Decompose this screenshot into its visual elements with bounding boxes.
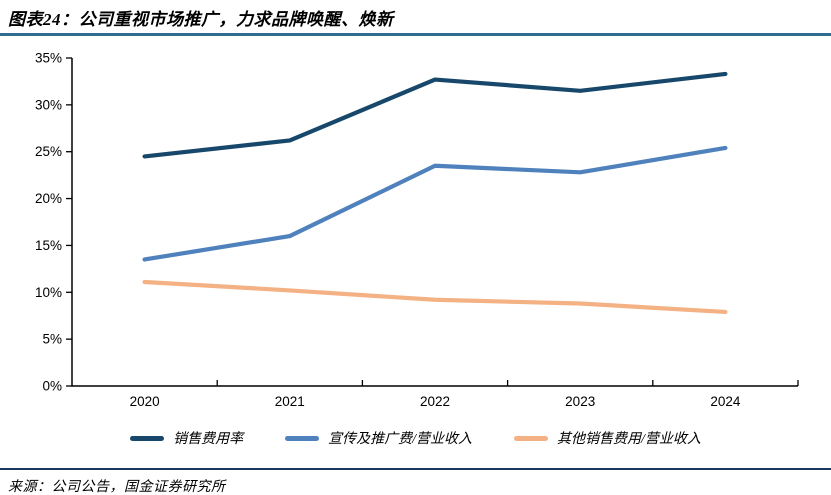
legend-label: 其他销售费用/营业收入 bbox=[557, 432, 701, 447]
footer-divider bbox=[0, 468, 831, 470]
legend-item-sales-expense-ratio: 销售费用率 bbox=[130, 428, 243, 448]
legend-swatch-orange bbox=[514, 435, 548, 441]
legend-item-promo-expense-ratio: 宣传及推广费/营业收入 bbox=[285, 428, 472, 448]
y-tick-label: 30% bbox=[35, 97, 62, 112]
y-tick-label: 5% bbox=[42, 332, 62, 347]
x-tick-label: 2023 bbox=[565, 394, 595, 409]
legend-swatch-blue bbox=[285, 435, 320, 441]
x-tick-label: 2021 bbox=[275, 394, 305, 409]
y-tick-label: 35% bbox=[35, 51, 62, 66]
x-tick-label: 2022 bbox=[420, 394, 450, 409]
x-tick-label: 2024 bbox=[710, 394, 741, 409]
chart-legend: 销售费用率 宣传及推广费/营业收入 其他销售费用/营业收入 bbox=[0, 428, 831, 448]
axes bbox=[71, 58, 798, 387]
legend-label: 宣传及推广费/营业收入 bbox=[328, 432, 472, 447]
x-tick-label: 2020 bbox=[130, 394, 160, 409]
series-line-0 bbox=[142, 71, 728, 159]
series-line-1 bbox=[142, 145, 728, 262]
y-tick-label: 20% bbox=[35, 191, 62, 206]
legend-swatch-navy bbox=[130, 435, 165, 441]
source-note: 来源：公司公告，国金证券研究所 bbox=[8, 480, 226, 495]
series-line-2 bbox=[142, 279, 728, 315]
legend-item-other-expense-ratio: 其他销售费用/营业收入 bbox=[514, 428, 701, 448]
legend-label: 销售费用率 bbox=[173, 432, 244, 447]
line-chart: 0% 5% 10% 15% 20% 25% 30% 35% 2020 2021 2022 2023 20… bbox=[35, 51, 799, 409]
chart-title-bar: 图表24：公司重视市场推广，力求品牌唤醒、焕新 bbox=[0, 0, 831, 36]
y-tick-label: 0% bbox=[42, 379, 62, 394]
y-tick-label: 15% bbox=[35, 238, 62, 253]
y-tick-label: 10% bbox=[35, 285, 62, 300]
y-tick-label: 25% bbox=[35, 144, 62, 159]
chart-title: 图表24：公司重视市场推广，力求品牌唤醒、焕新 bbox=[8, 10, 394, 29]
